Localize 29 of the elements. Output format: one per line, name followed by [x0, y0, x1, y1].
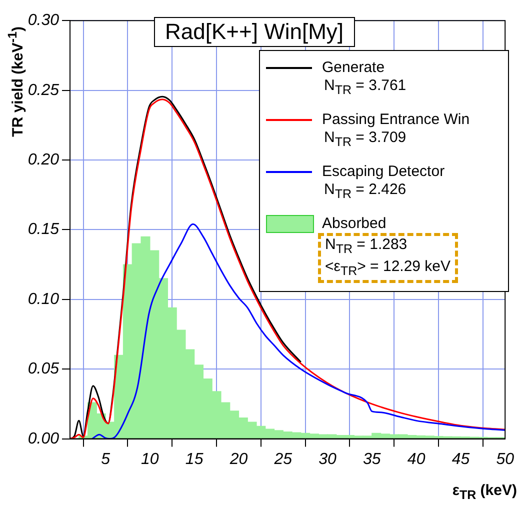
x-tick-label: 35 — [363, 450, 381, 468]
x-axis-title: ε$_{TR}$ (keV) — [452, 482, 517, 502]
x-tick-label: 30 — [318, 450, 337, 468]
x-tick-label: 5 — [101, 450, 110, 468]
x-tick-label: 15 — [185, 450, 204, 468]
legend-label: Passing Entrance Win — [322, 111, 470, 129]
legend-label: Generate — [322, 59, 386, 77]
x-tick-label: 20 — [228, 450, 248, 468]
annotation: <ε$_{TR}$> = 12.29 keV — [325, 258, 451, 280]
dashed-frame: N$_{TR}$ = 1.283 <ε$_{TR}$> = 12.29 keV — [318, 233, 458, 283]
annotation: N$_{TR}$ = 3.761 — [323, 77, 406, 99]
y-tick-label: 0.00 — [28, 430, 60, 448]
y-tick-label: 0.15 — [28, 221, 60, 238]
y-tick-label: 0.25 — [28, 82, 60, 99]
legend-label: Absorbed — [322, 215, 388, 233]
y-tick-label: 0.20 — [28, 151, 60, 168]
y-tick-label: 0.30 — [28, 12, 60, 30]
annotation: N$_{TR}$ = 3.709 — [323, 129, 408, 151]
x-tick-label: 45 — [452, 450, 470, 468]
y-tick-label: 0.10 — [28, 290, 60, 308]
annotation: N$_{TR}$ = 1.283 — [325, 236, 408, 258]
x-tick-label: 10 — [141, 450, 159, 468]
annotation: N$_{TR}$ = 2.426 — [323, 181, 408, 203]
chart-title: Rad[K++] Win[My] — [154, 17, 355, 47]
x-tick-label: 40 — [407, 450, 426, 468]
x-tick-label: 50 — [496, 450, 514, 468]
legend-label: Escaping Detector — [322, 163, 445, 181]
x-tick-label: 25 — [273, 450, 292, 468]
y-tick-label: 0.05 — [28, 360, 60, 378]
